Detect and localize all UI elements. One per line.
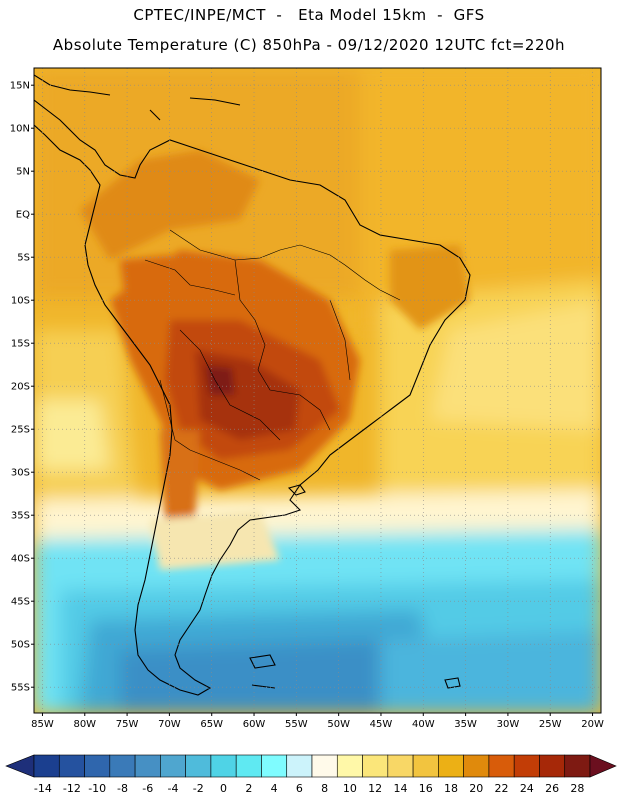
colorbar-swatch — [336, 754, 363, 778]
colorbar-label: 26 — [545, 782, 559, 795]
lon-label: 70W — [158, 719, 181, 730]
lon-label: 85W — [31, 719, 54, 730]
coastlines — [34, 74, 471, 696]
colorbar-swatch — [564, 754, 591, 778]
title-line-1: CPTEC/INPE/MCT - Eta Model 15km - GFS — [133, 6, 485, 24]
lon-label: 80W — [73, 719, 96, 730]
lat-label: 5N — [16, 167, 30, 178]
colorbar-swatch — [539, 754, 566, 778]
colorbar-swatch — [311, 754, 338, 778]
lon-label: 60W — [243, 719, 266, 730]
lat-label: 10S — [11, 296, 30, 307]
colorbar-swatch — [513, 754, 540, 778]
colorbar-swatch — [286, 754, 313, 778]
lat-label: 25S — [11, 425, 30, 436]
temperature-field — [34, 68, 601, 713]
colorbar-label: 18 — [444, 782, 458, 795]
colorbar-swatch — [58, 754, 85, 778]
colorbar-swatch — [235, 754, 262, 778]
colorbar-label: 28 — [570, 782, 584, 795]
graticule — [34, 68, 601, 713]
colorbar-label: 24 — [520, 782, 534, 795]
colorbar-label: 4 — [271, 782, 278, 795]
colorbar-label: 22 — [495, 782, 509, 795]
colorbar-label: -14 — [34, 782, 52, 795]
colorbar-label: 14 — [393, 782, 407, 795]
lat-label: 15S — [11, 339, 30, 350]
map-frame — [33, 67, 602, 714]
colorbar-arrow-left — [5, 754, 35, 778]
country-borders — [144, 229, 401, 481]
colorbar-swatch — [412, 754, 439, 778]
colorbar-swatch — [109, 754, 136, 778]
colorbar-label: 6 — [296, 782, 303, 795]
colorbar-swatch — [488, 754, 515, 778]
lat-label: 45S — [11, 597, 30, 608]
lat-label: EQ — [16, 210, 30, 221]
colorbar-label: 0 — [220, 782, 227, 795]
title-line-2: Absolute Temperature (C) 850hPa - 09/12/… — [52, 36, 566, 54]
colorbar-label: -2 — [193, 782, 204, 795]
colorbar-swatch — [438, 754, 464, 778]
colorbar-label: -10 — [88, 782, 106, 795]
lon-label: 30W — [497, 719, 520, 730]
colorbar-arrow-right — [589, 754, 617, 778]
lat-label: 30S — [11, 468, 30, 479]
colorbar-label: 8 — [321, 782, 328, 795]
colorbar-swatch — [84, 754, 111, 778]
lat-label: 40S — [11, 554, 30, 565]
colorbar-label: -6 — [142, 782, 153, 795]
colorbar: -14 -12 -10 -8 -6 -4 -2 0 2 4 6 8 10 12 14 16 18 20 22 24 26… — [5, 754, 617, 795]
lon-label: 50W — [327, 719, 350, 730]
colorbar-swatch — [261, 754, 288, 778]
lon-label: 35W — [454, 719, 477, 730]
colorbar-swatch — [210, 754, 237, 778]
colorbar-swatch — [387, 754, 414, 778]
colorbar-swatch — [134, 754, 161, 778]
lat-label: 10N — [10, 124, 30, 135]
lat-label: 15N — [10, 81, 30, 92]
lat-label: 55S — [11, 683, 30, 694]
lon-label: 55W — [285, 719, 308, 730]
colorbar-label: -12 — [63, 782, 81, 795]
colorbar-swatch — [160, 754, 186, 778]
lat-label: 50S — [11, 640, 30, 651]
colorbar-label: -4 — [168, 782, 179, 795]
lat-label: 35S — [11, 511, 30, 522]
colorbar-label: 20 — [469, 782, 483, 795]
longitude-labels: 85W 80W 75W 70W 65W 60W 55W 50W 45W 40W 35W 30W 25W 2… — [31, 713, 604, 730]
colorbar-label: 10 — [343, 782, 357, 795]
latitude-labels: 15N 10N 5N EQ 5S 10S 15S 20S 25S 30S 35S 40S 45S 50S 5… — [10, 81, 34, 694]
lon-label: 65W — [200, 719, 223, 730]
colorbar-label: -8 — [117, 782, 128, 795]
colorbar-label: 12 — [368, 782, 382, 795]
colorbar-swatch — [33, 754, 60, 778]
colorbar-label: 16 — [419, 782, 433, 795]
lon-label: 20W — [581, 719, 604, 730]
lon-label: 75W — [116, 719, 139, 730]
lat-label: 5S — [17, 253, 30, 264]
colorbar-swatch — [463, 754, 490, 778]
colorbar-label: 2 — [245, 782, 252, 795]
colorbar-swatch — [362, 754, 389, 778]
lon-label: 45W — [370, 719, 393, 730]
lon-label: 25W — [539, 719, 562, 730]
colorbar-swatch — [185, 754, 212, 778]
lat-label: 20S — [11, 382, 30, 393]
lon-label: 40W — [412, 719, 435, 730]
